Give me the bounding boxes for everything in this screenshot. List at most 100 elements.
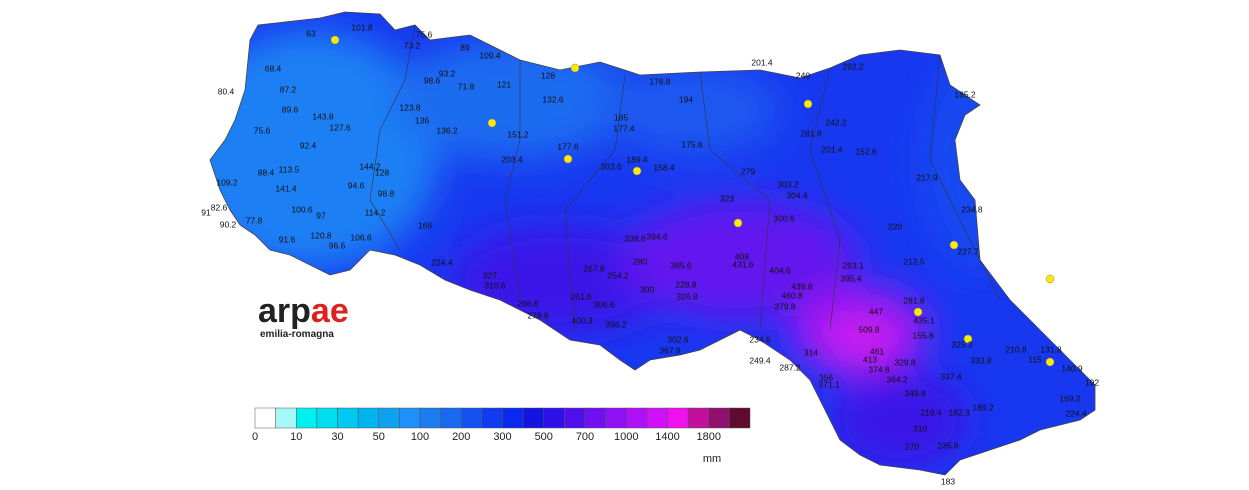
station-value: 82.6: [211, 202, 228, 212]
station-value: 254.2: [607, 270, 629, 280]
station-value: 235.8: [937, 440, 959, 450]
station-value: 109.2: [216, 177, 238, 187]
legend-swatch: [337, 407, 359, 429]
station-value: 177.4: [613, 123, 635, 133]
legend-swatch: [481, 407, 503, 429]
station-value: 151.2: [507, 129, 529, 139]
station-value: 143.8: [312, 111, 334, 121]
station-value: 185: [614, 112, 628, 122]
legend-swatch: [626, 407, 648, 429]
station-value: 166: [418, 220, 432, 230]
station-value: 175.6: [681, 139, 703, 149]
capital-markers: [330, 35, 1055, 367]
station-value: 140.9: [1061, 363, 1083, 373]
station-value: 333.8: [970, 355, 992, 365]
station-value: 201.4: [821, 144, 843, 154]
legend-label: 500: [535, 431, 553, 443]
station-value: 210.8: [1005, 344, 1027, 354]
station-value: 325.3: [951, 339, 973, 349]
legend-swatch: [584, 407, 606, 429]
station-value: 349.8: [904, 388, 926, 398]
station-value: 77.8: [246, 215, 263, 225]
station-value: 367.9: [659, 345, 681, 355]
legend-label: 1400: [655, 431, 679, 443]
station-value: 219.4: [920, 407, 942, 417]
station-value: 98.8: [378, 188, 395, 198]
station-value: 337.4: [940, 371, 962, 381]
legend-unit: mm: [703, 453, 721, 465]
station-value: 242.2: [825, 117, 847, 127]
station-value: 306.6: [593, 299, 615, 309]
station-value: 314: [804, 347, 818, 357]
station-value: 249.4: [749, 355, 771, 365]
station-value: 431.6: [732, 259, 754, 269]
legend-label: 200: [452, 431, 470, 443]
legend-swatch: [254, 407, 276, 429]
station-value: 98.6: [424, 75, 441, 85]
station-value: 100.6: [291, 204, 313, 214]
station-value: 121: [497, 79, 511, 89]
station-value: 131.8: [1040, 344, 1062, 354]
station-value: 266.6: [517, 298, 539, 308]
station-value: 408: [735, 251, 749, 261]
station-value: 194: [679, 94, 693, 104]
station-value: 203.4: [501, 154, 523, 164]
station-value: 128: [375, 167, 389, 177]
station-value: 97: [316, 210, 326, 220]
station-value: 101.8: [351, 22, 373, 32]
legend-swatch: [564, 407, 586, 429]
logo: arpae emilia-romagna: [258, 292, 349, 340]
station-value: 364.2: [886, 374, 908, 384]
station-value: 155.8: [912, 330, 934, 340]
station-value: 89: [460, 42, 470, 52]
station-value: 185.2: [954, 89, 976, 99]
station-value: 460.8: [781, 290, 803, 300]
station-value: 141.4: [275, 183, 297, 193]
station-value: 71.8: [458, 81, 475, 91]
station-value: 128: [541, 70, 555, 80]
station-value: 212.5: [903, 256, 925, 266]
station-value: 224.4: [431, 257, 453, 267]
station-value: 123.8: [399, 102, 421, 112]
station-value: 395.4: [840, 273, 862, 283]
legend-label: 0: [252, 431, 258, 443]
station-value: 292.2: [842, 61, 864, 71]
legend-swatch: [440, 407, 462, 429]
legend-swatch: [708, 407, 730, 429]
logo-text: arpae: [258, 292, 349, 330]
station-value: 234.8: [961, 204, 983, 214]
station-value: 287.2: [779, 362, 801, 372]
station-value: 176.8: [649, 76, 671, 86]
station-value: 329.8: [894, 357, 916, 367]
station-value: 109.4: [479, 50, 501, 60]
legend-swatch: [378, 407, 400, 429]
station-value: 91.6: [279, 234, 296, 244]
station-value: 394.6: [646, 231, 668, 241]
station-value: 278.8: [527, 310, 549, 320]
legend-label: 30: [331, 431, 343, 443]
station-value: 413: [863, 354, 877, 364]
legend-swatch: [522, 407, 544, 429]
station-value: 396.2: [605, 319, 627, 329]
station-value: 80.4: [218, 86, 235, 96]
legend-label: 10: [290, 431, 302, 443]
legend-swatch: [316, 407, 338, 429]
station-value: 224.4: [1065, 408, 1087, 418]
legend-label: 1800: [697, 431, 721, 443]
station-value: 68.4: [265, 63, 282, 73]
station-value: 106.6: [350, 232, 372, 242]
logo-subtitle: emilia-romagna: [260, 329, 334, 340]
station-value: 132.6: [542, 94, 564, 104]
station-value: 371.1: [818, 379, 840, 389]
station-value: 89.6: [282, 104, 299, 114]
station-value: 404.6: [769, 265, 791, 275]
station-value: 327: [483, 270, 497, 280]
station-value: 136: [415, 115, 429, 125]
station-value: 281.8: [903, 295, 925, 305]
station-value: 338.8: [624, 233, 646, 243]
legend-swatch: [667, 407, 689, 429]
station-value: 310: [913, 423, 927, 433]
station-value: 356: [819, 372, 833, 382]
station-value: 189.2: [972, 402, 994, 412]
